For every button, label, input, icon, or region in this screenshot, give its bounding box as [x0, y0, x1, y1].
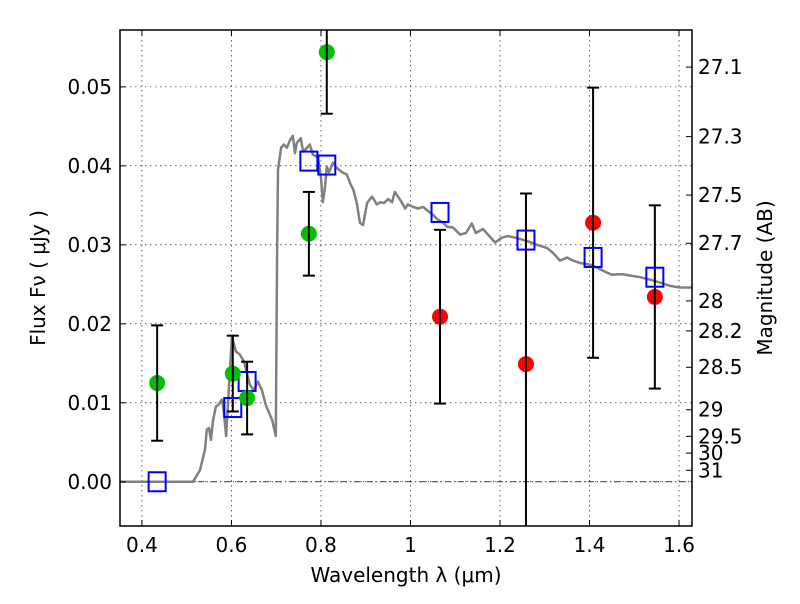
model-photometry-square	[583, 246, 603, 268]
x-tick-label: 1	[404, 533, 417, 557]
y-tick-label: 0.02	[67, 312, 112, 336]
y-tick-label: 0.00	[67, 470, 112, 494]
y2-tick-label: 27.3	[698, 125, 743, 149]
model-photometry-square	[645, 266, 665, 288]
model-spectrum-line	[120, 134, 692, 484]
y2-tick-label: 29.5	[698, 424, 743, 448]
y-tick-label: 0.04	[67, 154, 112, 178]
y-tick-label: 0.05	[67, 75, 112, 99]
y2-tick-label: 28	[698, 289, 723, 313]
model-photometry-square	[516, 229, 536, 251]
model-photometry-square	[317, 154, 337, 176]
model-photometry-square	[223, 397, 243, 419]
y2-tick-label: 29	[698, 398, 723, 422]
x-axis-label: Wavelength λ (μm)	[310, 563, 501, 587]
model-photometry-square	[147, 471, 167, 493]
y-tick-label: 0.03	[67, 233, 112, 257]
x-tick-label: 0.4	[126, 533, 158, 557]
y2-axis-label: Magnitude (AB)	[753, 200, 777, 355]
y2-tick-label: 28.2	[698, 319, 743, 343]
y2-tick-label: 27.7	[698, 231, 743, 255]
y-axis-label: Flux Fν ( μJy )	[26, 210, 50, 346]
x-tick-label: 1.2	[484, 533, 516, 557]
y2-tick-label: 27.5	[698, 183, 743, 207]
ticks	[120, 30, 692, 526]
y-tick-label: 0.01	[67, 391, 112, 415]
plot-background	[120, 30, 692, 526]
model-photometry-square	[430, 201, 450, 223]
y2-tick-label: 28.5	[698, 355, 743, 379]
y2-tick-label: 27.1	[698, 55, 743, 79]
x-tick-label: 1.6	[663, 533, 695, 557]
y2-tick-label: 31	[698, 458, 723, 482]
x-tick-label: 0.6	[216, 533, 248, 557]
x-tick-label: 0.8	[305, 533, 337, 557]
y2-tick-label: 30	[698, 441, 723, 465]
x-tick-label: 1.4	[574, 533, 606, 557]
plot-frame	[119, 29, 693, 527]
